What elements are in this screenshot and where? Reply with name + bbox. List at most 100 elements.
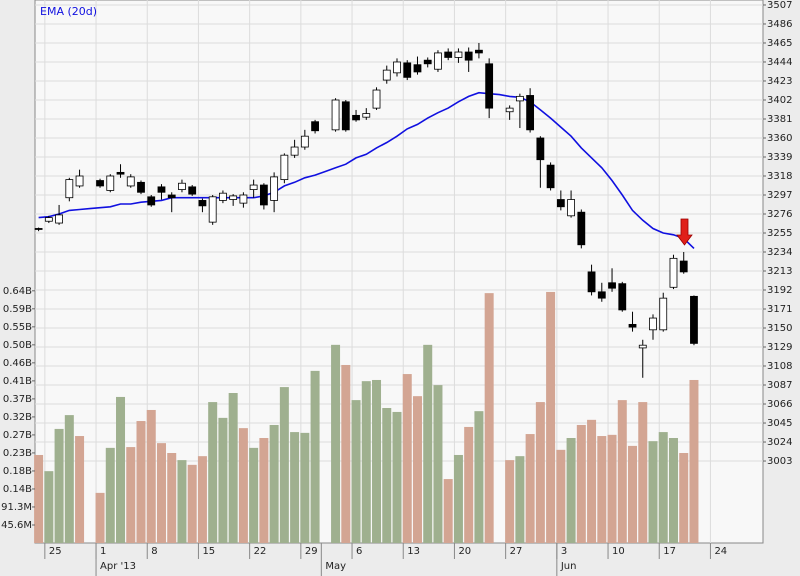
volume-tick-label: 45.6M bbox=[1, 520, 32, 531]
y-tick-label: 3486 bbox=[767, 19, 792, 30]
y-tick-label: 3213 bbox=[767, 266, 792, 277]
y-tick-label: 3402 bbox=[767, 95, 792, 106]
candle-body bbox=[34, 228, 43, 230]
candle-body bbox=[464, 51, 473, 61]
candle-body bbox=[290, 146, 299, 156]
candle-body bbox=[505, 107, 514, 113]
volume-bar bbox=[177, 460, 187, 543]
volume-bar bbox=[423, 344, 433, 543]
candle-body bbox=[331, 99, 340, 131]
candle-body bbox=[546, 164, 555, 189]
candle-body bbox=[577, 211, 586, 246]
volume-bar bbox=[167, 453, 177, 543]
volume-bar bbox=[658, 432, 668, 543]
volume-bar bbox=[34, 454, 44, 543]
volume-bar bbox=[412, 396, 422, 543]
candle-body bbox=[444, 51, 453, 58]
volume-bar bbox=[689, 379, 699, 543]
y-tick-label: 3003 bbox=[767, 456, 792, 467]
y-tick-label: 3234 bbox=[767, 247, 792, 258]
volume-bar bbox=[505, 460, 515, 543]
y-tick-label: 3108 bbox=[767, 361, 792, 372]
month-label: Jun bbox=[560, 561, 577, 572]
y-tick-label: 3444 bbox=[767, 57, 792, 68]
candle-body bbox=[126, 176, 135, 187]
volume-bar bbox=[464, 426, 474, 543]
y-tick-label: 3066 bbox=[767, 399, 792, 410]
volume-tick-label: 0.14B bbox=[3, 484, 32, 495]
y-tick-label: 3297 bbox=[767, 190, 792, 201]
volume-tick-label: 0.32B bbox=[3, 412, 32, 423]
volume-tick-label: 0.37B bbox=[3, 394, 32, 405]
volume-bar bbox=[208, 402, 218, 543]
candle-body bbox=[311, 121, 319, 132]
candle-body bbox=[147, 196, 156, 206]
volume-bar bbox=[341, 364, 351, 543]
volume-bar bbox=[453, 454, 463, 543]
volume-bar bbox=[587, 419, 597, 543]
volume-bar bbox=[279, 387, 289, 543]
candle-body bbox=[219, 192, 227, 201]
volume-bar bbox=[433, 385, 443, 543]
volume-bar bbox=[361, 381, 371, 543]
volume-bar bbox=[597, 436, 607, 543]
y-tick-label: 3024 bbox=[767, 437, 792, 448]
volume-bar bbox=[44, 471, 54, 543]
signal-arrow bbox=[676, 218, 693, 246]
volume-bar bbox=[126, 447, 136, 543]
candle-body bbox=[75, 175, 84, 187]
candle-body bbox=[618, 283, 627, 311]
candle-body bbox=[280, 154, 289, 181]
candle-body bbox=[485, 63, 494, 109]
volume-bar bbox=[228, 393, 238, 543]
candle-body bbox=[526, 95, 535, 131]
y-tick-label: 3045 bbox=[767, 418, 792, 429]
candle-body bbox=[434, 52, 442, 70]
candle-body bbox=[137, 181, 145, 193]
month-label: Apr '13 bbox=[100, 561, 136, 572]
volume-bar bbox=[617, 400, 627, 543]
candle-body bbox=[352, 114, 360, 121]
volume-bar bbox=[372, 379, 382, 543]
volume-bar bbox=[638, 402, 648, 543]
volume-bar bbox=[95, 492, 105, 543]
candle-body bbox=[649, 317, 657, 331]
volume-bar bbox=[351, 400, 361, 543]
candle-body bbox=[198, 200, 207, 207]
volume-bar bbox=[300, 432, 310, 543]
volume-bar bbox=[525, 434, 535, 543]
candle-body bbox=[608, 282, 616, 289]
x-tick-label: 22 bbox=[254, 546, 267, 557]
volume-bar bbox=[269, 424, 279, 543]
y-tick-label: 3150 bbox=[767, 323, 792, 334]
candle-body bbox=[556, 199, 565, 208]
candle-body bbox=[679, 260, 688, 273]
x-tick-label: 20 bbox=[458, 546, 471, 557]
y-tick-label: 3318 bbox=[767, 171, 792, 182]
volume-bar bbox=[576, 424, 586, 543]
plot-layer bbox=[34, 0, 763, 543]
volume-bar bbox=[679, 453, 689, 543]
candle-body bbox=[249, 184, 258, 190]
volume-bar bbox=[116, 396, 126, 543]
volume-bar bbox=[484, 293, 494, 543]
candle-body bbox=[167, 194, 176, 199]
volume-tick-label: 0.27B bbox=[3, 430, 32, 441]
candle-body bbox=[157, 186, 166, 193]
candle-body bbox=[259, 184, 268, 206]
y-tick-label: 3507 bbox=[767, 0, 792, 11]
x-tick-label: 29 bbox=[305, 546, 318, 557]
x-tick-label: 8 bbox=[151, 546, 157, 557]
y-tick-label: 3129 bbox=[767, 342, 792, 353]
y-tick-label: 3465 bbox=[767, 38, 792, 49]
month-label: May bbox=[325, 561, 346, 572]
x-tick-label: 10 bbox=[612, 546, 625, 557]
x-tick-label: 27 bbox=[510, 546, 523, 557]
volume-bar bbox=[146, 409, 156, 543]
candle-body bbox=[208, 196, 217, 223]
volume-bar bbox=[105, 447, 115, 543]
candle-body bbox=[178, 182, 186, 190]
candle-body bbox=[536, 137, 545, 161]
volume-bar bbox=[474, 411, 484, 543]
candle-body bbox=[669, 257, 678, 288]
